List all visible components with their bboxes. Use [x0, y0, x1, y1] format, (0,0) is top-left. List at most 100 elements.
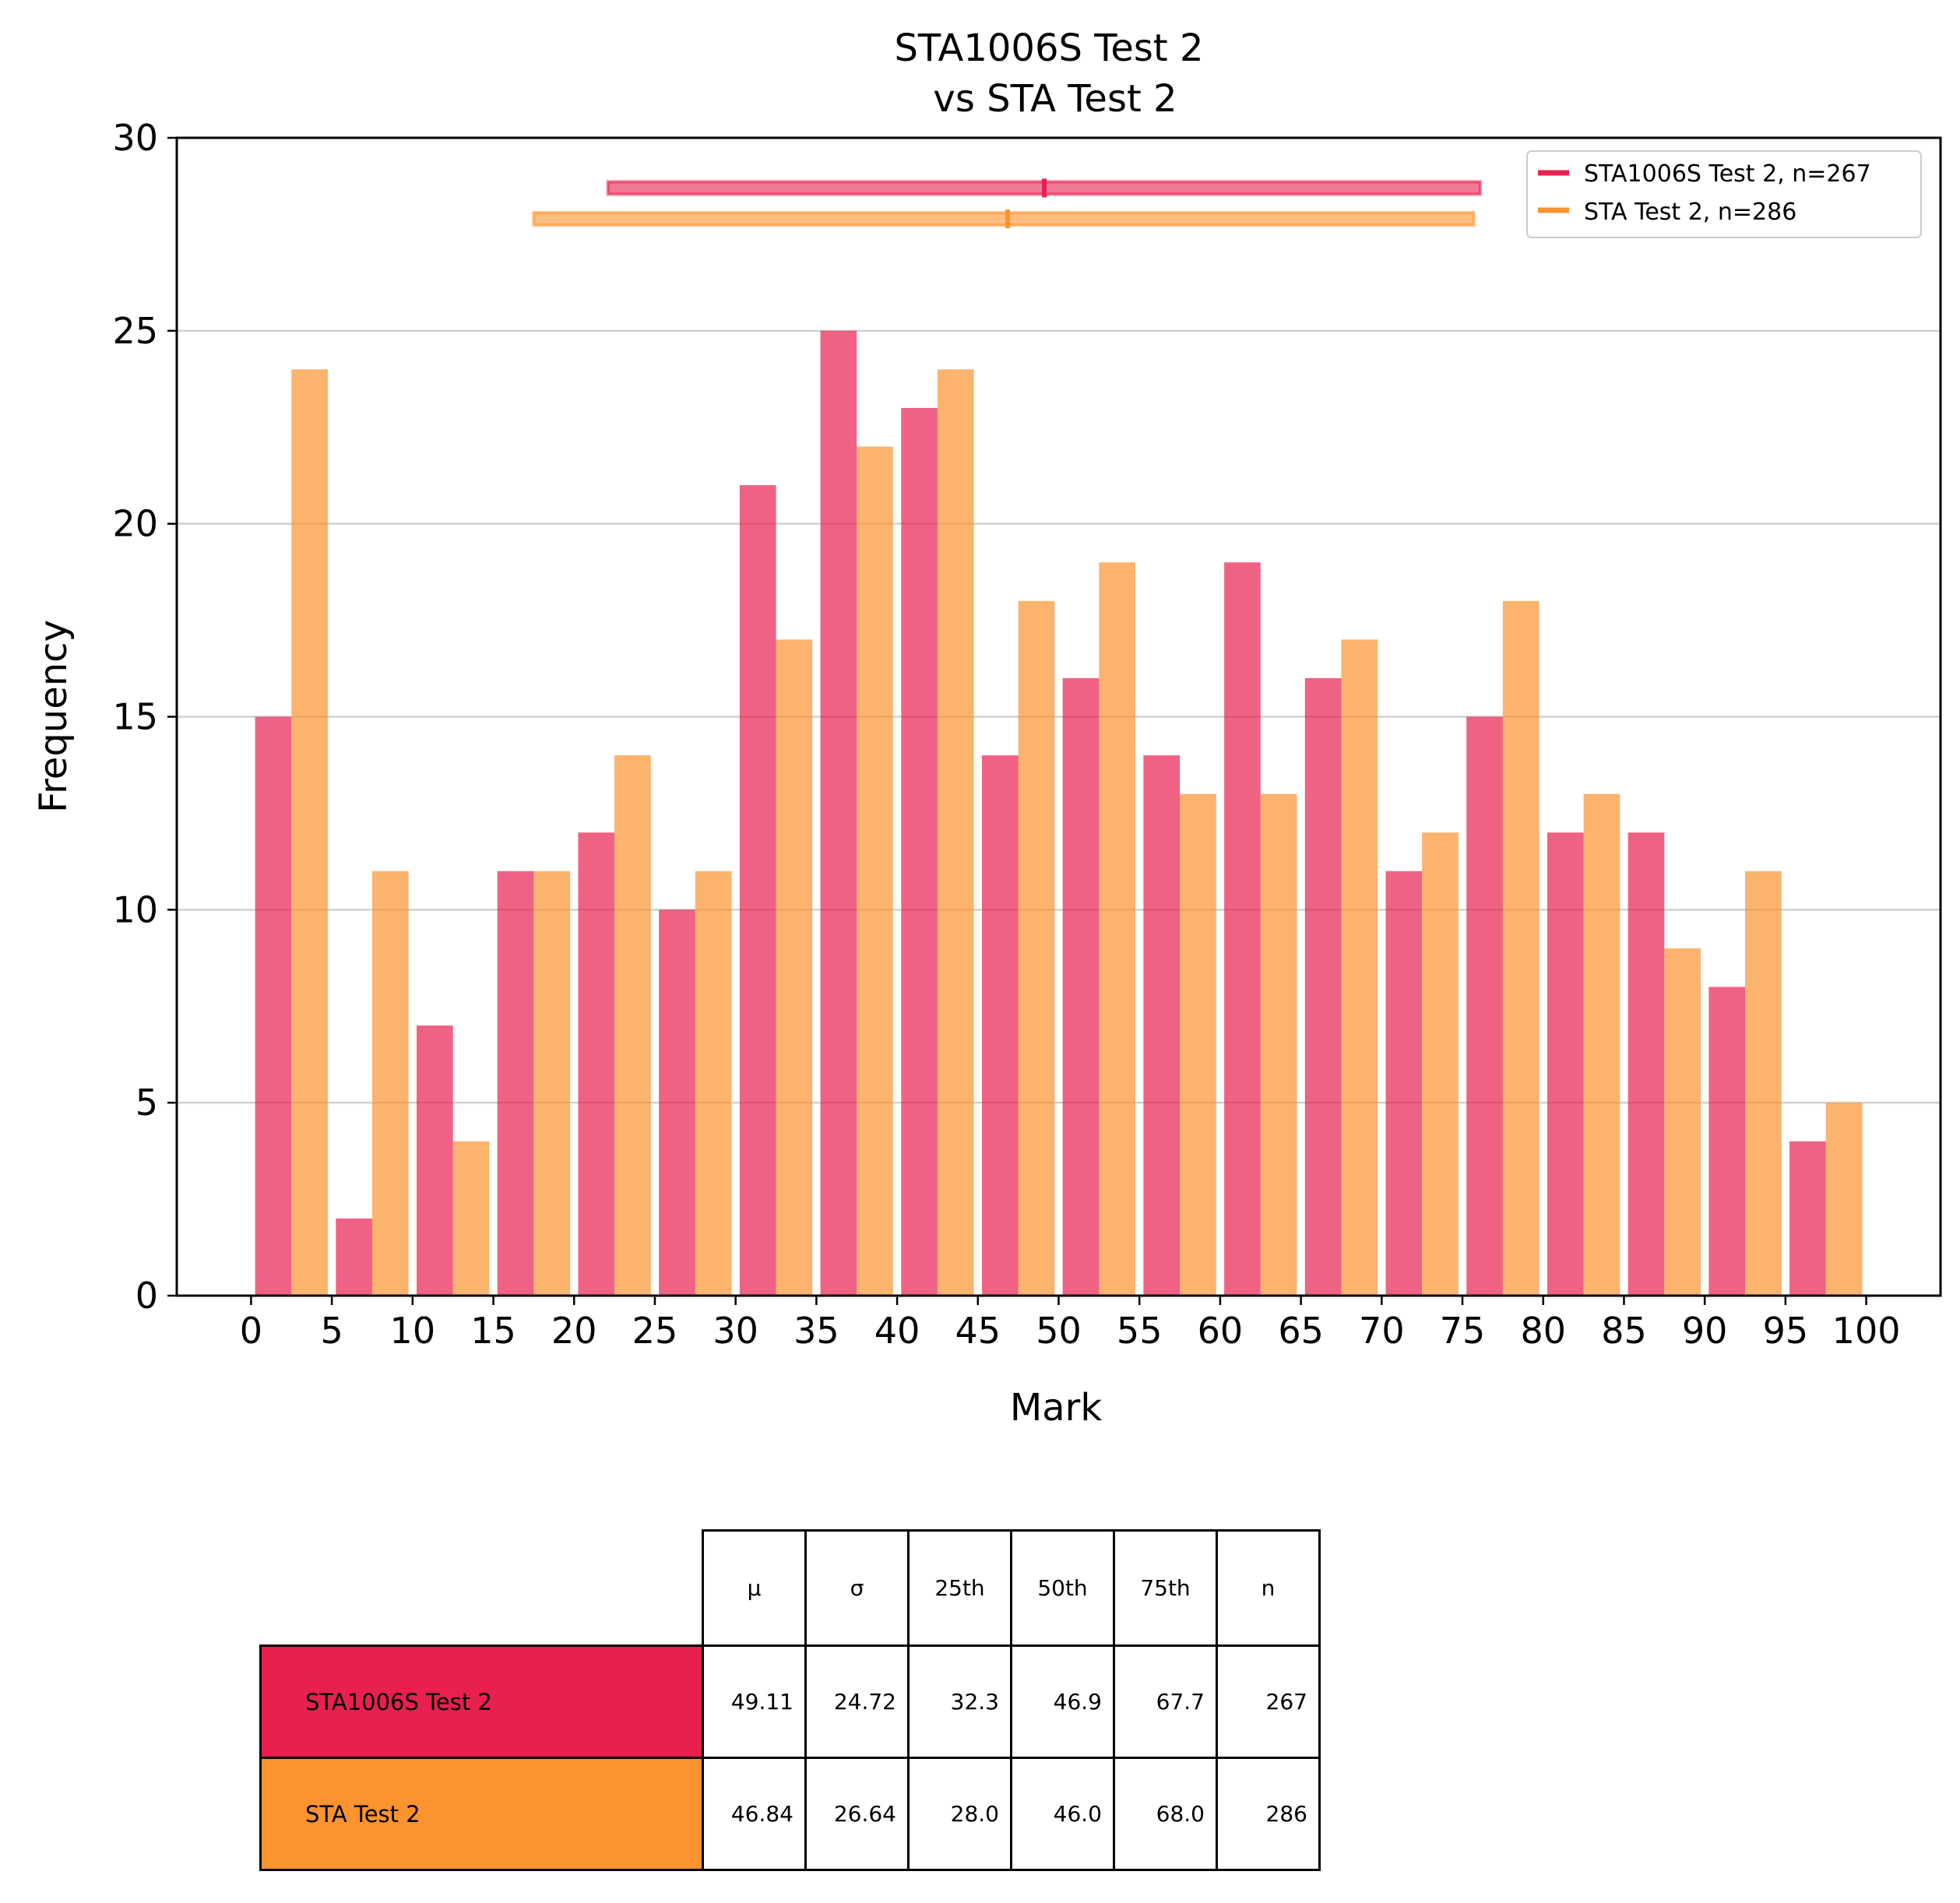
- summary-stats-table: μ σ 25th 50th 75th n STA1006S Test 2 49.…: [259, 1529, 1321, 1871]
- x-tick-label: 55: [1117, 1310, 1163, 1352]
- y-tick-label: 15: [112, 696, 158, 738]
- cell-50th: 46.9: [1010, 1644, 1115, 1759]
- bar-series-1: [497, 871, 534, 1296]
- header-50th: 50th: [1010, 1529, 1115, 1647]
- x-tick-label: 30: [713, 1310, 758, 1352]
- bars: [255, 330, 1863, 1296]
- cell-25th: 32.3: [907, 1644, 1012, 1759]
- cell-mean: 49.11: [702, 1644, 807, 1759]
- bar-series-1: [901, 407, 938, 1296]
- range-bars: [532, 178, 1482, 229]
- y-tick-label: 30: [112, 117, 158, 159]
- bar-series-1: [739, 485, 776, 1296]
- bar-series-1: [659, 909, 695, 1296]
- bar-series-2: [937, 369, 974, 1296]
- x-tick-label: 15: [470, 1310, 516, 1352]
- bar-series-1: [1385, 871, 1423, 1296]
- bar-series-1: [981, 755, 1019, 1296]
- legend-label-series-2: STA Test 2, n=286: [1584, 199, 1796, 226]
- chart-title-line-1: STA1006S Test 2: [894, 26, 1203, 70]
- bar-series-2: [452, 1141, 490, 1296]
- bar-series-2: [1099, 562, 1136, 1296]
- bar-series-2: [857, 446, 893, 1296]
- cell-std: 24.72: [804, 1644, 910, 1759]
- x-tick-label: 60: [1198, 1310, 1244, 1352]
- bar-series-1: [1062, 677, 1100, 1296]
- histogram-chart: 0 5 10 15 20 25 30 35 40 45 50 55 60 65 70 75 80 85 90 95 10…: [32, 26, 1942, 1430]
- cell-25th: 28.0: [907, 1757, 1012, 1871]
- bar-series-1: [255, 716, 292, 1296]
- x-tick-label: 70: [1359, 1310, 1405, 1352]
- bar-series-1: [578, 832, 615, 1296]
- bar-series-2: [1422, 832, 1459, 1296]
- y-tick-label: 10: [112, 888, 158, 930]
- y-tick-label: 25: [112, 310, 158, 352]
- bar-series-2: [1825, 1103, 1863, 1296]
- header-mean: μ: [702, 1529, 807, 1647]
- x-tick-label: 80: [1520, 1310, 1566, 1352]
- bar-series-2: [695, 871, 732, 1296]
- x-tick-label: 40: [874, 1310, 920, 1352]
- bar-series-1: [1627, 832, 1665, 1296]
- x-tick-label: 0: [240, 1310, 262, 1352]
- x-tick-label: 50: [1036, 1310, 1082, 1352]
- x-tick-label: 45: [955, 1310, 1001, 1352]
- bar-series-1: [1466, 716, 1503, 1296]
- cell-75th: 67.7: [1113, 1644, 1218, 1759]
- bar-series-2: [1583, 793, 1620, 1296]
- legend-label-series-1: STA1006S Test 2, n=267: [1584, 160, 1871, 188]
- bar-series-2: [371, 871, 409, 1296]
- x-tick-label: 10: [390, 1310, 436, 1352]
- bar-series-1: [1143, 755, 1181, 1296]
- bar-series-2: [776, 639, 813, 1296]
- x-axis-label: Mark: [1010, 1386, 1103, 1430]
- x-tick-label: 5: [320, 1310, 343, 1352]
- y-tick-label: 0: [135, 1275, 158, 1317]
- bar-series-1: [1304, 677, 1342, 1296]
- bar-series-1: [1708, 987, 1746, 1296]
- cell-n: 267: [1216, 1644, 1321, 1759]
- x-tick-label: 100: [1832, 1310, 1901, 1352]
- bar-series-2: [1664, 948, 1701, 1296]
- bar-series-2: [1018, 600, 1055, 1296]
- table-row: STA1006S Test 2 49.11 24.72 32.3 46.9 67…: [259, 1644, 1321, 1759]
- chart-title-line-2: vs STA Test 2: [933, 77, 1177, 121]
- table-corner: [261, 1531, 703, 1646]
- row-label-sta1006s: STA1006S Test 2: [259, 1644, 704, 1759]
- y-axis-label: Frequency: [32, 620, 76, 813]
- cell-50th: 46.0: [1010, 1757, 1115, 1871]
- range-bar-series-2: [532, 211, 1476, 227]
- cell-75th: 68.0: [1113, 1757, 1218, 1871]
- bar-series-1: [336, 1218, 372, 1296]
- bar-series-2: [1502, 600, 1539, 1296]
- bar-series-2: [1745, 871, 1782, 1296]
- bar-series-1: [820, 330, 857, 1296]
- x-tick-label: 35: [794, 1310, 839, 1352]
- x-axis-ticks: 0 5 10 15 20 25 30 35 40 45 50 55 60 65 70 75 80 85 90 95 10…: [240, 1296, 1901, 1352]
- header-n: n: [1216, 1529, 1321, 1647]
- x-tick-label: 85: [1601, 1310, 1647, 1352]
- row-label-sta: STA Test 2: [259, 1757, 704, 1871]
- header-25th: 25th: [907, 1529, 1012, 1647]
- legend: STA1006S Test 2, n=267 STA Test 2, n=286: [1526, 150, 1922, 238]
- legend-frame: [1526, 150, 1922, 238]
- table-row: STA Test 2 46.84 26.64 28.0 46.0 68.0 28…: [259, 1757, 1321, 1871]
- header-75th: 75th: [1113, 1529, 1218, 1647]
- cell-mean: 46.84: [702, 1757, 807, 1871]
- bar-series-2: [1180, 793, 1216, 1296]
- y-tick-label: 5: [135, 1082, 158, 1124]
- cell-n: 286: [1216, 1757, 1321, 1871]
- x-tick-label: 25: [632, 1310, 678, 1352]
- bar-series-1: [1224, 562, 1261, 1296]
- bar-series-1: [1547, 832, 1584, 1296]
- x-tick-label: 75: [1440, 1310, 1486, 1352]
- cell-std: 26.64: [804, 1757, 910, 1871]
- x-tick-label: 90: [1682, 1310, 1728, 1352]
- header-std: σ: [804, 1529, 910, 1647]
- table-header-row: μ σ 25th 50th 75th n: [261, 1529, 1321, 1647]
- bar-series-2: [533, 871, 571, 1296]
- x-tick-label: 65: [1278, 1310, 1324, 1352]
- bar-series-2: [614, 755, 651, 1296]
- bar-series-2: [291, 369, 328, 1296]
- bar-series-1: [1789, 1141, 1826, 1296]
